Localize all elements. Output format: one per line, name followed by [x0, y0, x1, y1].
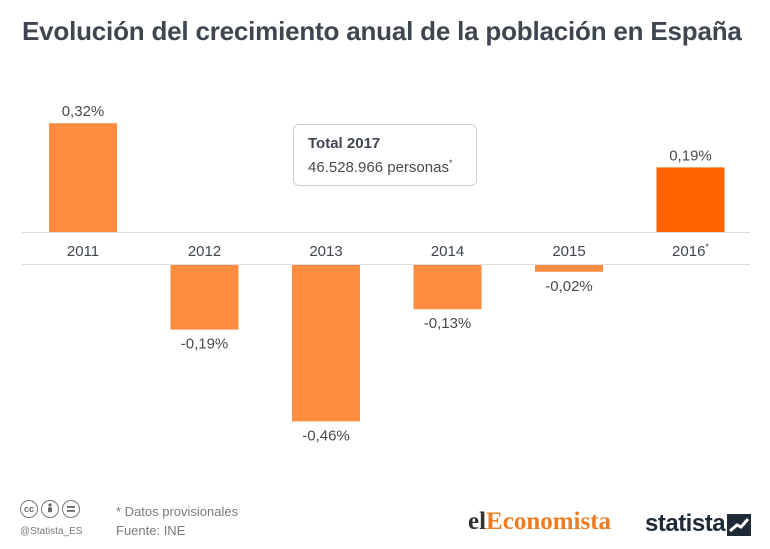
bar-2016 — [656, 167, 725, 232]
category-label-2015: 2015 — [552, 243, 585, 260]
cc-icon: cc — [20, 500, 38, 518]
total-info-box: Total 2017 46.528.966 personas* — [293, 124, 477, 186]
info-box-title: Total 2017 — [308, 135, 381, 152]
footer-notes: * Datos provisionales Fuente: INE — [116, 502, 238, 540]
value-label-2013: -0,46% — [302, 427, 350, 444]
value-label-2014: -0,13% — [424, 315, 472, 332]
statista-logo: statista — [645, 510, 726, 537]
info-box-value-text: 46.528.966 personas — [308, 159, 449, 176]
bar-2012 — [170, 265, 239, 330]
bar-2011 — [49, 123, 117, 232]
eleconomista-main: Economista — [486, 508, 612, 535]
provisional-note: * Datos provisionales — [116, 504, 239, 519]
value-label-2012: -0,19% — [181, 336, 229, 353]
license-icons: cc — [20, 500, 80, 518]
bar-chart: 2011 0,32% 2012 -0,19% 2013 -0,46% 2014 -0,13% 2… — [22, 103, 750, 444]
eleconomista-logo: elEconomista — [468, 508, 611, 536]
bar-2015 — [535, 265, 603, 272]
bar-2013 — [292, 265, 360, 422]
by-icon — [41, 500, 59, 518]
eleconomista-prefix: el — [468, 508, 487, 535]
chart-title: Evolución del crecimiento anual de la po… — [22, 16, 742, 46]
value-label-2015: -0,02% — [545, 278, 593, 295]
category-label-2011: 2011 — [67, 243, 99, 260]
category-label-2012: 2012 — [188, 243, 221, 260]
category-label-2016: 2016* — [672, 242, 709, 260]
value-label-2011: 0,32% — [62, 103, 105, 120]
info-box-value-mark: * — [448, 158, 453, 168]
nd-icon — [62, 500, 80, 518]
bar-2014 — [413, 265, 482, 310]
category-label-2014: 2014 — [431, 243, 464, 260]
value-label-2016: 0,19% — [669, 147, 712, 164]
statista-handle: @Statista_ES — [20, 526, 83, 537]
statista-mark-icon — [727, 514, 751, 536]
source-note: Fuente: INE — [116, 523, 186, 538]
category-label-2013: 2013 — [309, 243, 342, 260]
info-box-value: 46.528.966 personas* — [308, 158, 462, 176]
